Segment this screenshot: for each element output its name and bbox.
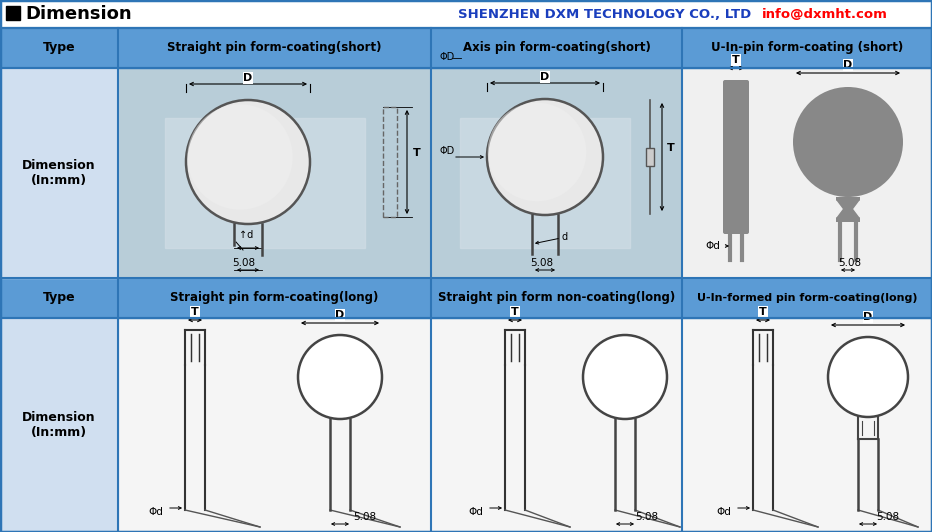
FancyBboxPatch shape [723,80,749,234]
Text: info@dxmht.com: info@dxmht.com [762,7,888,21]
Text: Straight pin form-coating(long): Straight pin form-coating(long) [171,292,378,304]
Bar [431,28,682,68]
Bar [682,318,932,532]
Text: 5.08: 5.08 [232,258,255,268]
Bar [383,107,397,217]
Text: Φd: Φd [148,507,163,517]
Text: Φd: Φd [716,507,731,517]
Bar [682,278,932,318]
Bar [0,0,932,28]
Text: Axis pin form-coating(short): Axis pin form-coating(short) [462,41,651,54]
Bar [460,118,630,248]
Text: D: D [541,72,550,82]
Bar [682,68,932,278]
Bar [0,278,118,318]
Bar [118,28,431,68]
Text: Dimension
(In:mm): Dimension (In:mm) [22,159,96,187]
Circle shape [298,335,382,419]
Text: 5.08: 5.08 [876,512,899,522]
Text: U-In-pin form-coating (short): U-In-pin form-coating (short) [711,41,903,54]
Bar [431,318,682,532]
Text: Type: Type [43,41,75,54]
Bar [0,28,118,68]
Circle shape [793,87,903,197]
Bar [6,6,20,20]
Bar [0,318,118,532]
Text: 5.08: 5.08 [353,512,377,522]
Text: SHENZHEN DXM TECHNOLOGY CO., LTD: SHENZHEN DXM TECHNOLOGY CO., LTD [458,7,751,21]
Text: ↑d: ↑d [239,230,254,240]
Polygon shape [854,201,860,217]
Text: U-In-formed pin form-coating(long): U-In-formed pin form-coating(long) [697,293,917,303]
Text: Straight pin form non-coating(long): Straight pin form non-coating(long) [438,292,675,304]
Text: D: D [863,312,872,322]
Bar [836,197,860,222]
Bar [646,148,654,166]
Bar [0,68,118,278]
Text: D: D [336,310,345,320]
Text: T: T [191,307,199,317]
Bar [118,278,431,318]
Text: T: T [733,55,740,65]
Text: 5.08: 5.08 [636,512,659,522]
Circle shape [186,100,310,224]
Text: Dimension
(In:mm): Dimension (In:mm) [22,411,96,439]
Text: Dimension: Dimension [25,5,131,23]
Text: Straight pin form-coating(short): Straight pin form-coating(short) [167,41,382,54]
Text: 5.08: 5.08 [530,258,554,268]
Bar [118,68,431,278]
Polygon shape [836,201,842,217]
Text: D: D [843,60,853,70]
Circle shape [828,337,908,417]
Text: T: T [511,307,519,317]
Text: d: d [562,232,569,242]
Text: D: D [243,73,253,83]
Text: Φd: Φd [468,507,483,517]
Circle shape [487,99,603,215]
Bar [165,118,365,248]
Text: Type: Type [43,292,75,304]
Text: T: T [760,307,767,317]
Text: ΦD: ΦD [439,52,454,62]
Bar [682,28,932,68]
Text: 5.08: 5.08 [839,258,861,268]
Bar [431,278,682,318]
Bar [431,68,682,278]
Text: Φd: Φd [706,241,720,251]
Circle shape [583,335,667,419]
Circle shape [187,104,293,210]
Circle shape [487,103,586,201]
Bar [118,318,431,532]
Text: T: T [667,143,675,153]
Text: ΦD: ΦD [439,146,454,156]
Text: T: T [413,148,420,158]
